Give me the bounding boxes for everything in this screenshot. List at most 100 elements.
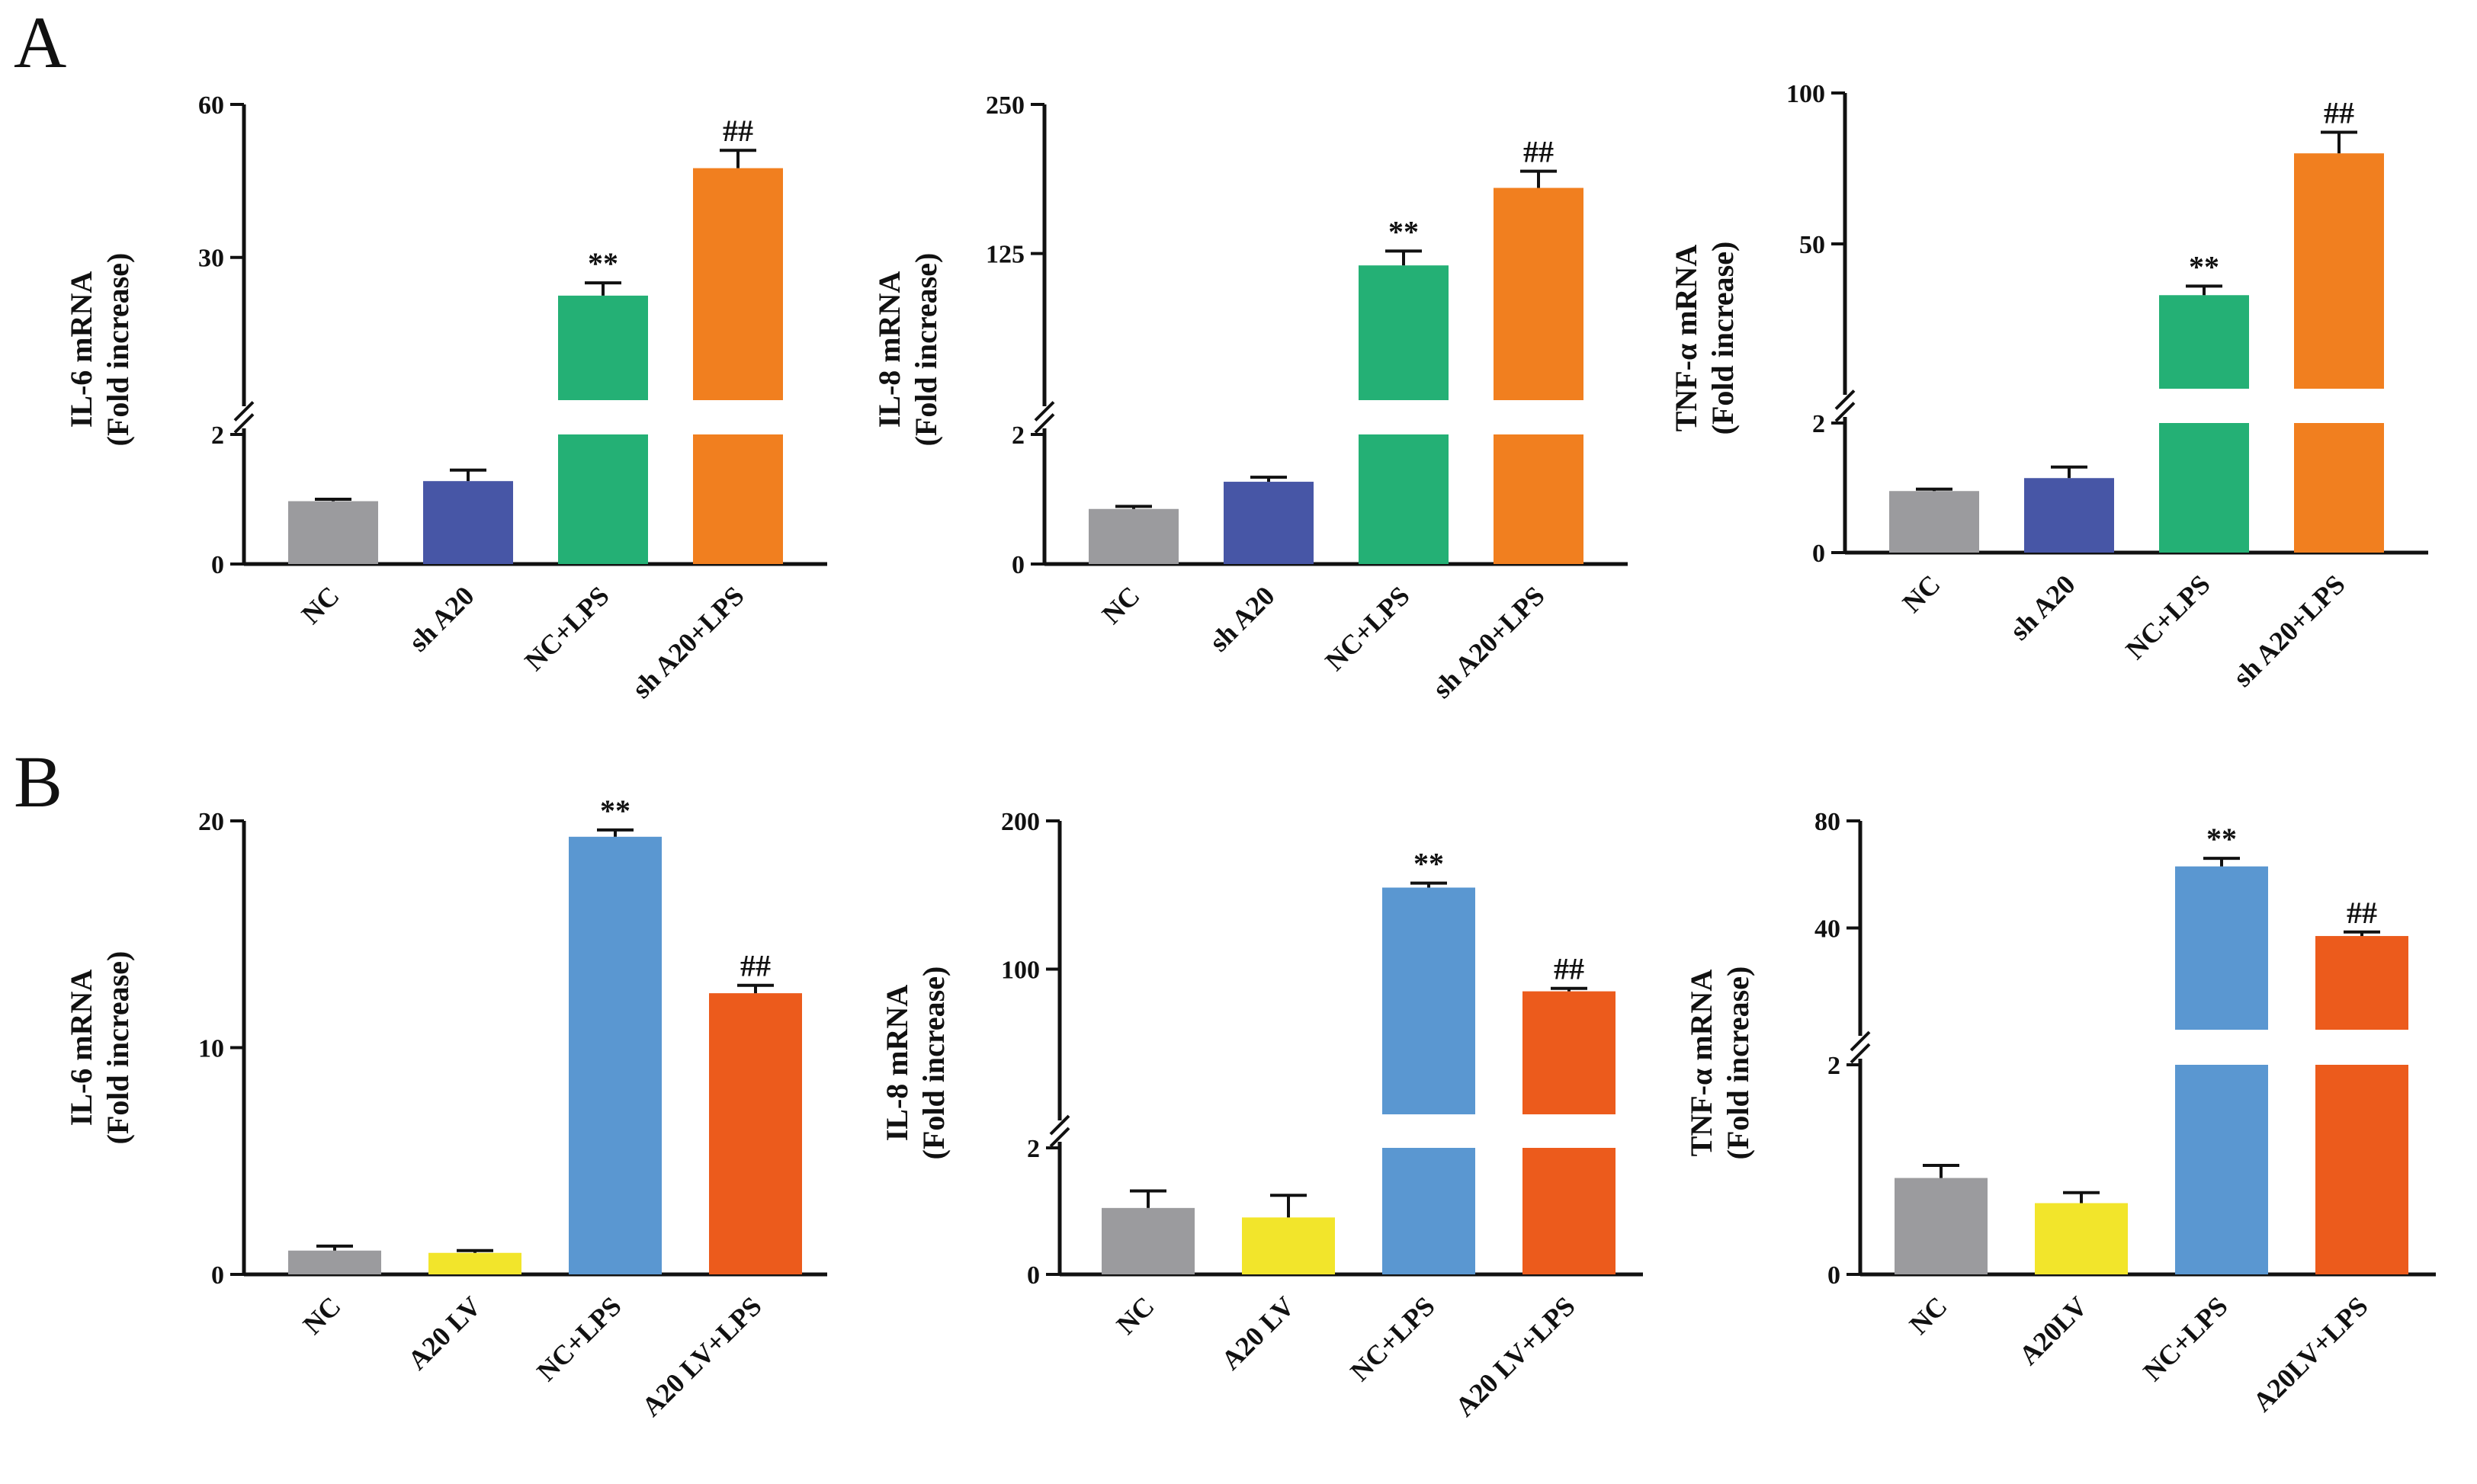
significance-label: ## [2324,95,2354,130]
x-category-label-group: NC [296,580,345,630]
significance-label: ## [740,949,771,983]
x-category-label: sh A20+LPS [2227,569,2350,692]
y-label-line-1: IL-6 mRNA [64,970,98,1127]
x-category-label-group: sh A20+LPS [2227,569,2350,692]
x-category-label: NC [297,1290,347,1340]
panel-label-a: A [14,2,66,83]
bar-upper-segment [1359,265,1449,400]
bar-1: NC [1895,1164,1988,1340]
bar-upper-segment [2294,153,2384,389]
bar-rect [423,481,513,564]
chart-4: 0 10 20 IL-6 mRNA (Fold increase) NC A20 LV ** N… [64,793,827,1422]
panel-label-b: B [14,741,63,822]
significance-label: ## [1523,135,1554,169]
y-axis-label: TNF-α mRNA (Fold increase) [1669,242,1740,435]
x-category-label-group: NC [1111,1290,1160,1340]
significance-label: ## [2347,896,2377,930]
significance-label: ** [2206,822,2237,856]
significance-label: ** [600,793,630,828]
y-label-line-1: IL-8 mRNA [872,271,906,428]
bar-upper-segment [2159,295,2249,389]
y-axis-label: IL-6 mRNA (Fold increase) [64,253,135,447]
x-category-label-group: A20LV [2013,1290,2094,1370]
y-tick-label: 2 [211,421,224,450]
x-category-label-group: A20 LV [402,1290,487,1376]
axis-break-mark [1034,413,1055,434]
bar-rect [1895,1178,1988,1274]
bar-3: ** NC+LPS [1344,847,1475,1387]
y-tick-label: 0 [211,551,224,579]
bar-1: NC [1089,505,1179,630]
bar-upper-segment [2175,866,2268,1030]
axis-break-mark [1049,1127,1070,1148]
bar-rect [1242,1217,1335,1274]
x-category-label: sh A20 [2004,569,2081,646]
x-category-label: A20 LV+LPS [636,1290,768,1422]
x-category-label-group: NC [297,1290,347,1340]
axis-break-mark [1834,389,1856,410]
y-tick-label: 2 [1827,1052,1840,1080]
bar-2: A20LV [2013,1191,2128,1371]
y-axis-label: IL-8 mRNA (Fold increase) [880,966,951,1160]
bar-rect [709,993,802,1274]
x-category-label: NC [1096,580,1146,630]
bar-lower-segment [1382,1148,1475,1274]
y-label-line-1: IL-8 mRNA [880,985,914,1142]
y-label-line-2: (Fold increase) [1705,242,1740,435]
axis-break-mark [1850,1043,1871,1064]
y-label-line-1: TNF-α mRNA [1669,245,1703,432]
y-tick-label: 0 [1012,551,1025,579]
x-category-label-group: NC [1897,569,1946,618]
y-tick-label: 60 [198,91,224,120]
x-category-label: NC+LPS [2137,1290,2233,1386]
x-category-label: A20 LV [402,1290,487,1376]
significance-label: ## [723,114,753,148]
axis-break-mark [1834,402,1856,422]
significance-label: ## [1554,952,1584,986]
x-category-label-group: sh A20 [1204,580,1281,657]
x-category-label-group: NC+LPS [1344,1290,1440,1386]
chart-5: 0 2 100 200 IL-8 mRNA (Fold increase) NC A20 LV… [880,808,1643,1422]
bar-2: A20 LV [1215,1194,1335,1376]
axis-break-mark [233,401,255,421]
y-tick-label: 100 [1786,80,1825,108]
bar-rect [288,1250,381,1274]
bar-1: NC [288,1244,381,1340]
bar-3: ** NC+LPS [518,246,648,677]
chart-3: 0 2 50 100 TNF-α mRNA (Fold increase) NC sh A20… [1669,80,2428,693]
y-label-line-1: IL-6 mRNA [64,271,98,428]
bar-lower-segment [693,434,783,564]
bar-upper-segment [2315,936,2408,1030]
x-category-label-group: A20 LV+LPS [1449,1290,1581,1422]
x-category-label: sh A20 [1204,580,1281,657]
bar-rect [1224,482,1314,564]
x-category-label: NC+LPS [518,580,614,676]
x-category-label: sh A20 [403,580,480,657]
x-category-label: A20LV [2013,1290,2094,1370]
y-tick-label: 200 [1001,808,1040,836]
bar-3: ** NC+LPS [2119,249,2249,665]
bar-4: ## sh A20+LPS [2227,95,2384,693]
x-category-label-group: NC [1096,580,1146,630]
y-axis-label: IL-6 mRNA (Fold increase) [64,951,135,1145]
chart-6: 0 2 40 80 TNF-α mRNA (Fold increase) NC A20LV **… [1684,808,2436,1418]
bar-3: ** NC+LPS [531,793,662,1387]
bar-upper-segment [1494,188,1583,401]
x-category-label: NC [296,580,345,630]
y-label-line-2: (Fold increase) [909,253,943,447]
x-category-label: NC+LPS [1319,580,1415,676]
x-category-label: sh A20+LPS [626,580,749,704]
chart-2: 0 2 125 250 IL-8 mRNA (Fold increase) NC sh A20… [872,91,1628,704]
y-tick-label: 50 [1799,231,1825,259]
bar-lower-segment [1522,1148,1616,1274]
bar-2: A20 LV [402,1248,521,1376]
bar-3: ** NC+LPS [1319,214,1449,677]
bar-2: sh A20 [2004,465,2114,646]
bar-rect [1102,1207,1195,1274]
y-tick-label: 0 [211,1261,224,1290]
bar-4: ## sh A20+LPS [1426,135,1583,704]
y-tick-label: 80 [1814,808,1840,836]
x-category-label: NC [1897,569,1946,618]
x-category-label-group: NC+LPS [518,580,614,676]
